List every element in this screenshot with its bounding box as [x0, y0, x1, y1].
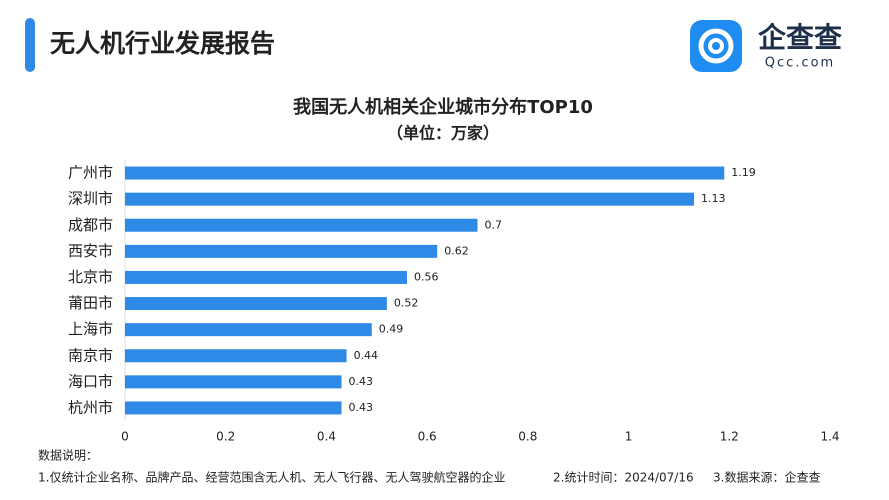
- bar: [125, 323, 372, 337]
- bar: [125, 218, 478, 232]
- x-tick-label: 0.2: [216, 430, 235, 444]
- bar: [125, 375, 342, 389]
- logo-dot: [708, 38, 724, 54]
- y-tick-label: 上海市: [68, 320, 113, 338]
- page-title: 无人机行业发展报告: [50, 29, 275, 58]
- bar: [125, 349, 347, 363]
- bar: [125, 297, 387, 311]
- value-label: 1.19: [731, 166, 756, 179]
- value-label: 0.44: [354, 349, 379, 362]
- value-label: 0.56: [414, 270, 439, 283]
- value-label: 0.49: [379, 323, 404, 336]
- bar: [125, 401, 342, 415]
- note-item: 1.仅统计企业名称、品牌产品、经营范围含无人机、无人飞行器、无人驾驶航空器的企业: [38, 470, 505, 485]
- value-label: 1.13: [701, 192, 726, 205]
- y-tick-label: 杭州市: [68, 398, 113, 416]
- y-tick-label: 广州市: [68, 164, 113, 182]
- x-tick-label: 1.2: [720, 430, 739, 444]
- bar: [125, 166, 725, 180]
- title-accent: [25, 18, 35, 72]
- y-tick-label: 莆田市: [68, 294, 113, 312]
- x-tick-label: 1: [625, 430, 633, 444]
- logo-icon: [690, 20, 742, 72]
- y-tick-label: 成都市: [68, 216, 113, 234]
- y-tick-label: 北京市: [68, 268, 113, 286]
- logo-ring: [698, 28, 734, 64]
- bar: [125, 192, 695, 206]
- brand-url: Qcc.com: [765, 56, 835, 71]
- chart-title: 我国无人机相关企业城市分布TOP10: [293, 96, 593, 118]
- value-label: 0.7: [485, 218, 503, 231]
- value-label: 0.43: [349, 375, 374, 388]
- y-tick-label: 深圳市: [68, 190, 113, 208]
- x-tick-label: 0.6: [418, 430, 437, 444]
- x-tick-label: 0.4: [317, 430, 336, 444]
- note-item: 3.数据来源：企查查: [713, 470, 820, 485]
- y-tick-label: 南京市: [68, 346, 113, 364]
- bar: [125, 270, 407, 284]
- note-item: 2.统计时间：2024/07/16: [553, 471, 694, 485]
- x-tick-label: 0: [121, 430, 129, 444]
- brand-name: 企查查: [758, 21, 842, 54]
- bar: [125, 244, 438, 258]
- value-label: 0.62: [444, 244, 469, 257]
- y-tick-label: 海口市: [68, 372, 113, 390]
- value-label: 0.43: [349, 401, 374, 414]
- chart-subtitle: （单位：万家）: [387, 124, 499, 143]
- x-tick-label: 0.8: [518, 430, 537, 444]
- y-tick-label: 西安市: [68, 242, 113, 260]
- x-tick-label: 1.4: [820, 430, 839, 444]
- value-label: 0.52: [394, 297, 419, 310]
- notes-label: 数据说明：: [38, 448, 98, 463]
